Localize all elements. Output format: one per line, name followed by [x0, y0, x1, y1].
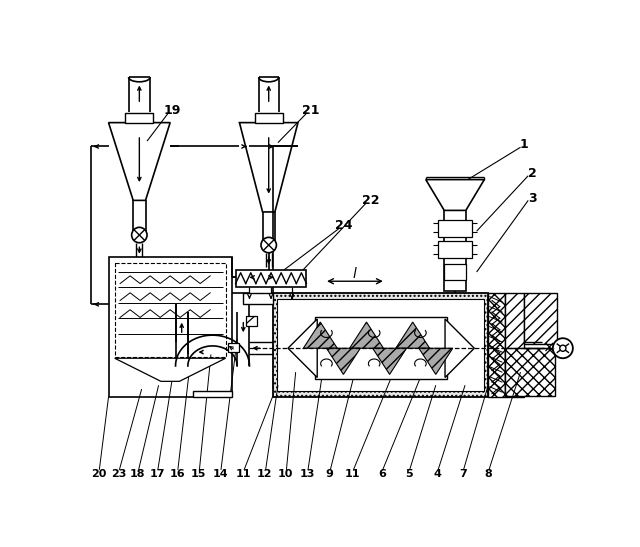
Circle shape: [560, 345, 566, 351]
Text: ×: ×: [543, 341, 556, 356]
Bar: [277, 299, 484, 391]
Circle shape: [553, 338, 573, 358]
Bar: [243, 293, 273, 304]
Bar: [524, 293, 557, 345]
Text: 18: 18: [130, 469, 145, 479]
Bar: [273, 293, 488, 397]
Bar: [444, 211, 466, 291]
Circle shape: [132, 228, 147, 243]
Polygon shape: [326, 348, 360, 374]
Bar: [246, 316, 257, 326]
Circle shape: [261, 237, 276, 253]
Bar: [444, 264, 466, 280]
Polygon shape: [372, 348, 406, 374]
Bar: [438, 241, 472, 258]
Text: 10: 10: [278, 469, 293, 479]
Text: 21: 21: [302, 104, 320, 117]
Polygon shape: [349, 322, 383, 348]
Text: l: l: [353, 266, 357, 281]
Polygon shape: [288, 319, 317, 377]
Text: 13: 13: [300, 469, 315, 479]
Bar: [488, 293, 505, 397]
Text: 8: 8: [484, 469, 492, 479]
Text: 11: 11: [236, 469, 251, 479]
Text: 12: 12: [257, 469, 273, 479]
Bar: [438, 220, 472, 237]
Text: 2: 2: [527, 167, 536, 180]
Text: 4: 4: [433, 469, 441, 479]
Polygon shape: [419, 348, 452, 374]
Bar: [115, 263, 225, 357]
Text: 20: 20: [91, 469, 106, 479]
Polygon shape: [115, 358, 225, 381]
Bar: [125, 113, 153, 123]
Text: 24: 24: [335, 219, 352, 232]
Text: 14: 14: [212, 469, 228, 479]
Polygon shape: [445, 319, 474, 377]
Bar: [228, 343, 239, 352]
Bar: [315, 317, 447, 379]
Bar: [193, 391, 232, 397]
Text: 6: 6: [378, 469, 386, 479]
Text: 7: 7: [459, 469, 467, 479]
Bar: [109, 257, 232, 397]
Text: 23: 23: [111, 469, 126, 479]
Bar: [255, 113, 283, 123]
Text: 19: 19: [164, 104, 181, 117]
Text: 11: 11: [345, 469, 360, 479]
Text: 15: 15: [191, 469, 206, 479]
Text: 9: 9: [326, 469, 333, 479]
Text: 5: 5: [405, 469, 413, 479]
Text: 17: 17: [149, 469, 165, 479]
Polygon shape: [303, 322, 337, 348]
Text: 22: 22: [362, 194, 379, 207]
Polygon shape: [239, 123, 298, 212]
Bar: [505, 348, 555, 396]
Polygon shape: [109, 123, 170, 200]
Polygon shape: [426, 179, 484, 211]
Polygon shape: [396, 322, 429, 348]
Bar: [505, 293, 524, 397]
Text: 1: 1: [520, 138, 529, 152]
Text: 16: 16: [169, 469, 185, 479]
Bar: [236, 270, 307, 287]
Text: 3: 3: [528, 191, 536, 205]
